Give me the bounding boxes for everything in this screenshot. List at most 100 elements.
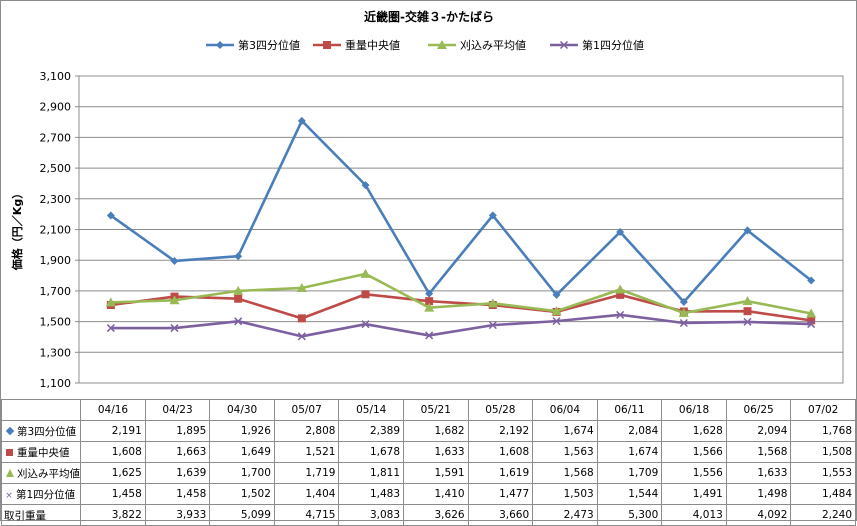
data-point [807, 276, 816, 285]
legend-marker [323, 41, 331, 49]
row-label: 重量中央値 [0, 441, 82, 463]
table-cell: 1,628 [661, 420, 727, 442]
table-cell: 1,410 [403, 483, 469, 505]
y-tick-label: 1,900 [40, 254, 72, 267]
category-header: 05/07 [273, 399, 340, 421]
table-cell: 4,715 [273, 504, 340, 526]
table-cell: 1,521 [273, 441, 340, 463]
data-point [170, 324, 179, 333]
table-cell: 2,473 [532, 504, 598, 526]
table-cell: 1,404 [273, 483, 340, 505]
category-header: 06/18 [661, 399, 727, 421]
row-label: 刈込み平均値 [0, 462, 82, 484]
data-point [425, 289, 434, 298]
table-cell: 1,619 [467, 462, 534, 484]
plot-area-border [78, 75, 844, 384]
data-point [743, 226, 752, 235]
table-cell: 1,811 [338, 462, 404, 484]
table-cell: 3,083 [338, 504, 404, 526]
data-point [616, 227, 625, 236]
category-header: 05/28 [467, 399, 534, 421]
row-label: 第3四分位値 [0, 420, 82, 442]
data-point [169, 295, 180, 305]
data-point [743, 317, 752, 326]
series-line [110, 119, 812, 304]
table-row: 刈込み平均値 1,625 1,639 1,700 1,719 1,811 1,591 1,61… [0, 462, 856, 484]
data-point [551, 306, 562, 316]
table-cell: 2,084 [596, 420, 663, 442]
table-cell: 1,503 [532, 483, 598, 505]
category-header: 04/30 [209, 399, 275, 421]
data-point [106, 324, 115, 333]
table-cell: 1,498 [725, 483, 792, 505]
data-point [807, 320, 816, 329]
table-cell: 1,926 [209, 420, 275, 442]
legend: 第3四分位値 重量中央値 刈込み平均値 第1四分位値 [206, 38, 644, 52]
data-table: 04/16 04/23 04/30 05/07 05/14 05/21 05/28 06/04… [0, 399, 856, 526]
category-header: 05/14 [338, 399, 404, 421]
table-cell: 1,563 [532, 441, 598, 463]
table-body: 第3四分位値 2,191 1,895 1,926 2,808 2,389 1,682 2,19… [0, 420, 856, 526]
legend-entry: 重量中央値 [313, 38, 400, 52]
series-line [110, 292, 812, 322]
data-point [234, 252, 243, 261]
table-cell: 1,633 [725, 462, 792, 484]
data-point [234, 317, 243, 326]
table-cell: 1,483 [338, 483, 404, 505]
table-cell: 1,566 [661, 441, 727, 463]
y-axis-ticks: 1,100 1,300 1,500 1,700 1,900 2,100 2,300 2,500… [40, 70, 79, 390]
table-cell: 5,300 [596, 504, 663, 526]
table-cell: 4,092 [725, 504, 792, 526]
category-header: 06/11 [596, 399, 663, 421]
data-point [616, 310, 625, 319]
table-cell: 3,660 [467, 504, 534, 526]
data-point [488, 321, 497, 330]
series-group [105, 116, 817, 341]
table-cell: 1,568 [725, 441, 792, 463]
y-tick-label: 1,100 [40, 377, 72, 390]
y-tick-label: 1,700 [40, 285, 72, 298]
data-point [615, 284, 626, 294]
data-point [105, 297, 116, 307]
table-cell: 4,013 [661, 504, 727, 526]
y-tick-label: 2,900 [40, 101, 72, 114]
table-cell: 3,822 [80, 504, 146, 526]
legend-key [6, 448, 13, 456]
row-label: × 第1四分位値 [0, 483, 82, 505]
table-cell: 2,094 [725, 420, 792, 442]
table-cell: 3,626 [403, 504, 469, 526]
y-tick-label: 2,500 [40, 162, 72, 175]
table-cell: 2,240 [790, 504, 856, 526]
data-point [361, 290, 370, 299]
row-label: 取引重量 [0, 504, 82, 526]
table-cell: 1,608 [467, 441, 534, 463]
legend-marker [437, 40, 447, 49]
series-line [110, 272, 812, 315]
table-cell: 1,682 [403, 420, 469, 442]
table-cell: 1,553 [790, 462, 856, 484]
series-line [110, 313, 812, 338]
data-point [170, 256, 179, 265]
table-cell: 1,477 [467, 483, 534, 505]
data-point [296, 282, 307, 292]
y-tick-label: 1,300 [40, 346, 72, 359]
table-cell: 1,625 [80, 462, 146, 484]
data-point [297, 332, 306, 341]
legend-entry: 刈込み平均値 [428, 39, 526, 52]
data-point [488, 211, 497, 220]
data-point [233, 285, 244, 295]
legend-label: 第1四分位値 [582, 38, 644, 52]
table-cell: 1,895 [144, 420, 211, 442]
category-header: 06/25 [725, 399, 792, 421]
table-row: × 第1四分位値 1,458 1,458 1,502 1,404 1,483 1,410 1,4… [0, 483, 856, 505]
table-cell: 1,700 [209, 462, 275, 484]
y-tick-label: 2,700 [40, 131, 72, 144]
data-point [424, 302, 435, 312]
table-cell: 2,192 [467, 420, 534, 442]
data-point [552, 290, 561, 299]
series-1 [106, 116, 816, 306]
table-cell: 5,099 [209, 504, 275, 526]
table-cell: 1,502 [209, 483, 275, 505]
data-point [297, 314, 306, 323]
